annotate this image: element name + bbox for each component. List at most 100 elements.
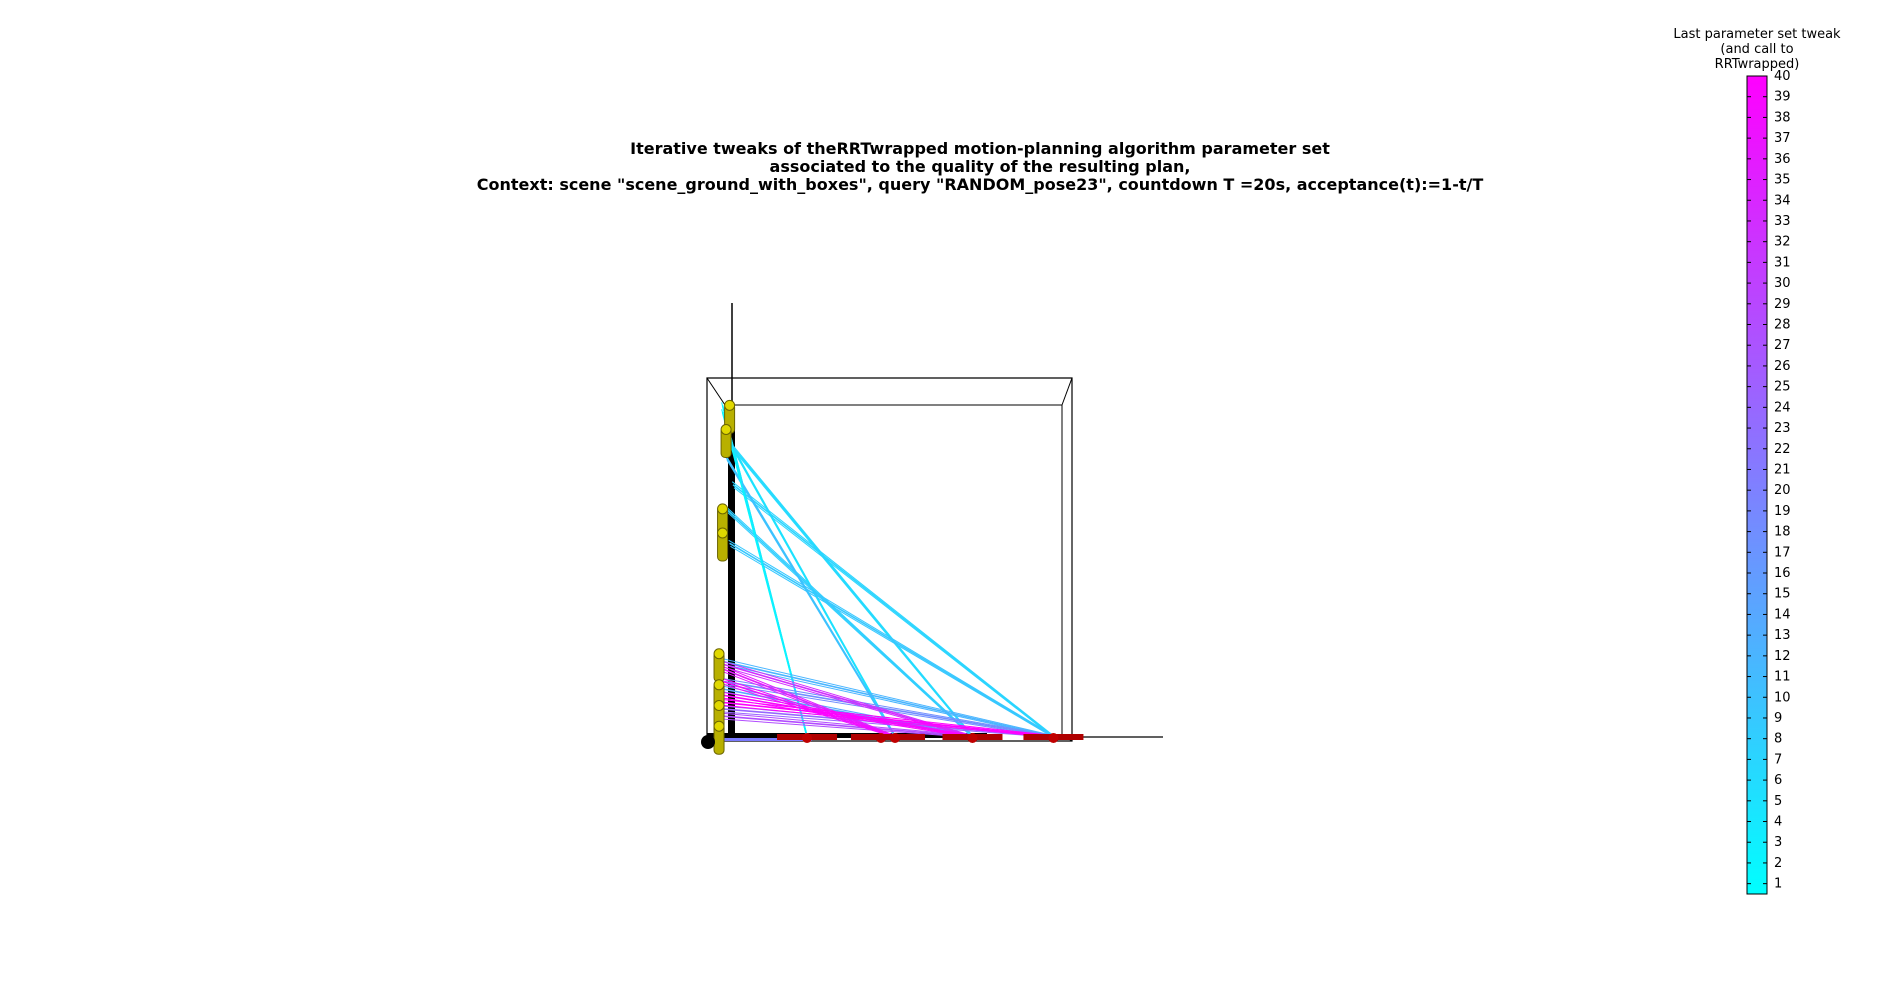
robot-base-floor (707, 733, 987, 738)
plan-segment-tweak-5 (721, 426, 896, 736)
ground-pose-joint (1048, 733, 1059, 743)
box-top-right-diagonal (1061, 377, 1073, 406)
plan-segment-tweak-28 (719, 718, 973, 738)
poses-layer (713, 399, 1084, 755)
box-top-left-diagonal (706, 377, 726, 406)
plan-segment-tweak-39 (721, 691, 973, 737)
plan-segment-tweak-9 (730, 545, 1054, 738)
plan-segment-tweak-12 (719, 663, 1054, 738)
colorbar-tick-label: 35 (1774, 173, 1791, 188)
colorbar-tick-label: 34 (1774, 193, 1791, 208)
plan-segment-tweak-10 (725, 456, 896, 737)
colorbar-tick-label: 6 (1774, 773, 1782, 788)
plan-segment-tweak-12 (718, 657, 1054, 737)
colorbar-title-line-3: RRTwrapped) (1715, 57, 1800, 72)
colorbar-tick-label: 12 (1774, 649, 1791, 664)
colorbar-tick-label: 27 (1774, 338, 1791, 353)
colorbar-tick-label: 21 (1774, 462, 1791, 477)
robot-base-floor-blue (712, 738, 812, 741)
colorbar-tick-label: 8 (1774, 732, 1782, 747)
colorbar-tick-label: 17 (1774, 545, 1791, 560)
arm-pose-joint (720, 424, 732, 435)
plan-segment-tweak-10 (724, 453, 896, 736)
chart-title-line-3: Context: scene "scene_ground_with_boxes"… (477, 175, 1484, 194)
colorbar-tick-label: 31 (1774, 255, 1791, 270)
colorbar-title-line-2: (and call to (1720, 42, 1793, 57)
colorbar-tick-label: 26 (1774, 359, 1791, 374)
plan-segment-tweak-40 (718, 701, 1054, 738)
plan-segment-tweak-9 (728, 539, 1054, 737)
arm-pose-joint (713, 700, 725, 711)
colorbar-tick-label: 5 (1774, 794, 1782, 809)
plan-segment-tweak-40 (719, 704, 1054, 738)
colorbar-tick-label: 32 (1774, 235, 1791, 250)
plan-segment-tweak-2 (721, 409, 808, 736)
plan-segment-tweak-8 (726, 511, 973, 738)
colorbar-tick-label: 37 (1774, 131, 1791, 146)
plan-segment-tweak-36 (717, 664, 896, 737)
plan-segment-tweak-6 (728, 442, 974, 738)
colorbar-tick-label: 40 (1774, 69, 1791, 84)
plan-segment-tweak-24 (723, 711, 1054, 738)
colorbar-tick-label: 16 (1774, 566, 1791, 581)
colorbar-tick-label: 9 (1774, 711, 1782, 726)
arm-pose-joint (724, 399, 736, 411)
plan-segment-tweak-36 (718, 666, 896, 738)
plan-segment-tweak-7 (731, 481, 1054, 737)
plan-segment-tweak-8 (725, 508, 974, 738)
colorbar-tick-label: 23 (1774, 421, 1791, 436)
colorbar-gradient (1746, 75, 1768, 895)
plan-segment-tweak-10 (726, 459, 896, 738)
plan-segment-tweak-28 (718, 715, 973, 738)
plan-segment-tweak-7 (733, 487, 1054, 738)
chart-title-line-1: Iterative tweaks of theRRTwrapped motion… (630, 139, 1330, 158)
colorbar-tick-label: 18 (1774, 525, 1791, 540)
colorbar-tick-label: 3 (1774, 835, 1782, 850)
ground-pose-joint (802, 733, 813, 743)
colorbar-tick-label: 19 (1774, 504, 1791, 519)
colorbar-tick-label: 29 (1774, 297, 1791, 312)
segments-layer (717, 402, 1054, 738)
colorbar-tick-label: 1 (1774, 877, 1782, 892)
colorbar-ticks: 1234567891011121314151617181920212223242… (1747, 69, 1791, 892)
colorbar-tick-label: 15 (1774, 587, 1791, 602)
plan-segment-tweak-6 (728, 439, 973, 736)
plan-segment-tweak-40 (718, 698, 1054, 737)
plan-segment-tweak-9 (729, 542, 1054, 738)
plan-segment-tweak-7 (732, 484, 1054, 738)
colorbar-tick-label: 13 (1774, 628, 1791, 643)
arm-pose-joint (713, 648, 725, 660)
colorbar-tick-label: 2 (1774, 856, 1782, 871)
plan-segment-tweak-8 (724, 505, 973, 737)
arm-pose-joint (717, 527, 729, 539)
chart-title-line-2: associated to the quality of the resulti… (770, 157, 1191, 176)
arm-pose-joint (713, 720, 725, 732)
ground-pose-joint (890, 733, 901, 743)
colorbar-tick-label: 14 (1774, 607, 1791, 622)
ground-pose-joint (967, 733, 978, 743)
colorbar-tick-label: 11 (1774, 670, 1791, 685)
robot-base-column (728, 408, 735, 741)
colorbar-tick-label: 39 (1774, 90, 1791, 105)
robot-base (707, 408, 987, 741)
colorbar-tick-label: 36 (1774, 152, 1791, 167)
colorbar-tick-label: 33 (1774, 214, 1791, 229)
colorbar-tick-label: 25 (1774, 380, 1791, 395)
colorbar-tick-label: 20 (1774, 483, 1791, 498)
colorbar-tick-label: 38 (1774, 110, 1791, 125)
colorbar-tick-label: 24 (1774, 400, 1791, 415)
plan-segment-tweak-12 (718, 659, 1054, 738)
colorbar-tick-label: 10 (1774, 690, 1791, 705)
colorbar-tick-label: 30 (1774, 276, 1791, 291)
arm-pose-joint (713, 679, 725, 691)
origin-marker (701, 735, 715, 749)
colorbar-tick-label: 4 (1774, 815, 1782, 830)
colorbar-tick-label: 28 (1774, 318, 1791, 333)
plan-segment-tweak-6 (730, 445, 973, 738)
colorbar-tick-label: 7 (1774, 752, 1782, 767)
colorbar: Last parameter set tweak (and call to RR… (1673, 27, 1841, 895)
colorbar-title-line-1: Last parameter set tweak (1673, 27, 1841, 42)
plan-segment-tweak-28 (718, 712, 973, 737)
colorbar-tick-label: 22 (1774, 442, 1791, 457)
